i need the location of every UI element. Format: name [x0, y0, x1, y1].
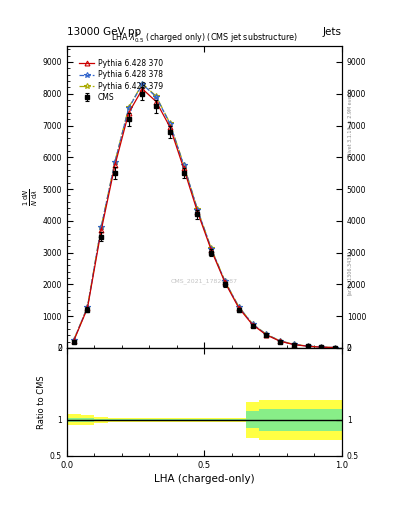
Line: Pythia 6.428 370: Pythia 6.428 370	[71, 87, 338, 350]
Pythia 6.428 370	[168, 124, 173, 130]
Pythia 6.428 379	[127, 104, 131, 111]
Legend: Pythia 6.428 370, Pythia 6.428 378, Pythia 6.428 379, CMS: Pythia 6.428 370, Pythia 6.428 378, Pyth…	[76, 56, 166, 105]
Line: Pythia 6.428 378: Pythia 6.428 378	[71, 81, 338, 350]
Pythia 6.428 379	[333, 345, 338, 351]
Pythia 6.428 379	[222, 278, 227, 284]
Pythia 6.428 370	[292, 342, 296, 348]
Pythia 6.428 378	[85, 304, 90, 310]
Pythia 6.428 379	[264, 331, 269, 337]
Pythia 6.428 379	[237, 304, 241, 310]
Pythia 6.428 370	[264, 332, 269, 338]
Text: Rivet 3.1.10, ≥ 2.9M events: Rivet 3.1.10, ≥ 2.9M events	[347, 88, 353, 156]
Pythia 6.428 370	[182, 165, 186, 172]
Pythia 6.428 378	[168, 121, 173, 127]
Pythia 6.428 379	[292, 342, 296, 348]
Pythia 6.428 370	[195, 209, 200, 215]
Pythia 6.428 379	[305, 343, 310, 349]
Pythia 6.428 379	[195, 206, 200, 212]
Pythia 6.428 379	[319, 344, 324, 350]
Pythia 6.428 378	[278, 338, 283, 344]
Text: 13000 GeV pp: 13000 GeV pp	[67, 27, 141, 37]
Title: LHA $\lambda^{1}_{0.5}$ (charged only) (CMS jet substructure): LHA $\lambda^{1}_{0.5}$ (charged only) (…	[111, 30, 298, 45]
Pythia 6.428 370	[72, 338, 76, 344]
Pythia 6.428 378	[182, 162, 186, 168]
Pythia 6.428 378	[113, 159, 118, 165]
Pythia 6.428 370	[209, 247, 214, 253]
Pythia 6.428 378	[319, 344, 324, 350]
Pythia 6.428 378	[72, 337, 76, 344]
Pythia 6.428 379	[168, 120, 173, 126]
Pythia 6.428 378	[154, 94, 159, 100]
Pythia 6.428 379	[209, 245, 214, 251]
Pythia 6.428 378	[237, 304, 241, 310]
Pythia 6.428 370	[319, 344, 324, 350]
Pythia 6.428 378	[99, 224, 104, 230]
Pythia 6.428 379	[85, 304, 90, 310]
Pythia 6.428 378	[264, 331, 269, 337]
Text: [arXiv:1306.3436]: [arXiv:1306.3436]	[347, 250, 353, 294]
Pythia 6.428 379	[278, 338, 283, 344]
Pythia 6.428 370	[222, 280, 227, 286]
Pythia 6.428 370	[99, 227, 104, 233]
Pythia 6.428 379	[72, 337, 76, 344]
Pythia 6.428 378	[222, 279, 227, 285]
Pythia 6.428 378	[292, 342, 296, 348]
Pythia 6.428 378	[195, 207, 200, 213]
Pythia 6.428 379	[250, 321, 255, 327]
X-axis label: LHA (charged-only): LHA (charged-only)	[154, 474, 255, 484]
Pythia 6.428 370	[127, 110, 131, 116]
Pythia 6.428 378	[305, 343, 310, 349]
Pythia 6.428 378	[250, 321, 255, 327]
Pythia 6.428 379	[140, 80, 145, 87]
Pythia 6.428 378	[127, 105, 131, 111]
Pythia 6.428 370	[237, 305, 241, 311]
Pythia 6.428 378	[333, 345, 338, 351]
Pythia 6.428 379	[113, 159, 118, 165]
Text: CMS_2021_17820187: CMS_2021_17820187	[171, 279, 238, 284]
Pythia 6.428 379	[154, 93, 159, 99]
Pythia 6.428 370	[140, 86, 145, 92]
Pythia 6.428 379	[182, 161, 186, 167]
Pythia 6.428 379	[99, 224, 104, 230]
Text: Jets: Jets	[323, 27, 342, 37]
Pythia 6.428 370	[305, 343, 310, 349]
Pythia 6.428 378	[209, 246, 214, 252]
Pythia 6.428 378	[140, 81, 145, 87]
Y-axis label: $\frac{1}{N}\frac{\mathrm{d}N}{\mathrm{d}\lambda}$: $\frac{1}{N}\frac{\mathrm{d}N}{\mathrm{d…	[22, 188, 40, 206]
Pythia 6.428 370	[113, 162, 118, 168]
Pythia 6.428 370	[250, 322, 255, 328]
Pythia 6.428 370	[154, 99, 159, 105]
Pythia 6.428 370	[333, 345, 338, 351]
Pythia 6.428 370	[278, 338, 283, 344]
Pythia 6.428 370	[85, 305, 90, 311]
Line: Pythia 6.428 379: Pythia 6.428 379	[71, 81, 338, 350]
Y-axis label: Ratio to CMS: Ratio to CMS	[37, 375, 46, 429]
